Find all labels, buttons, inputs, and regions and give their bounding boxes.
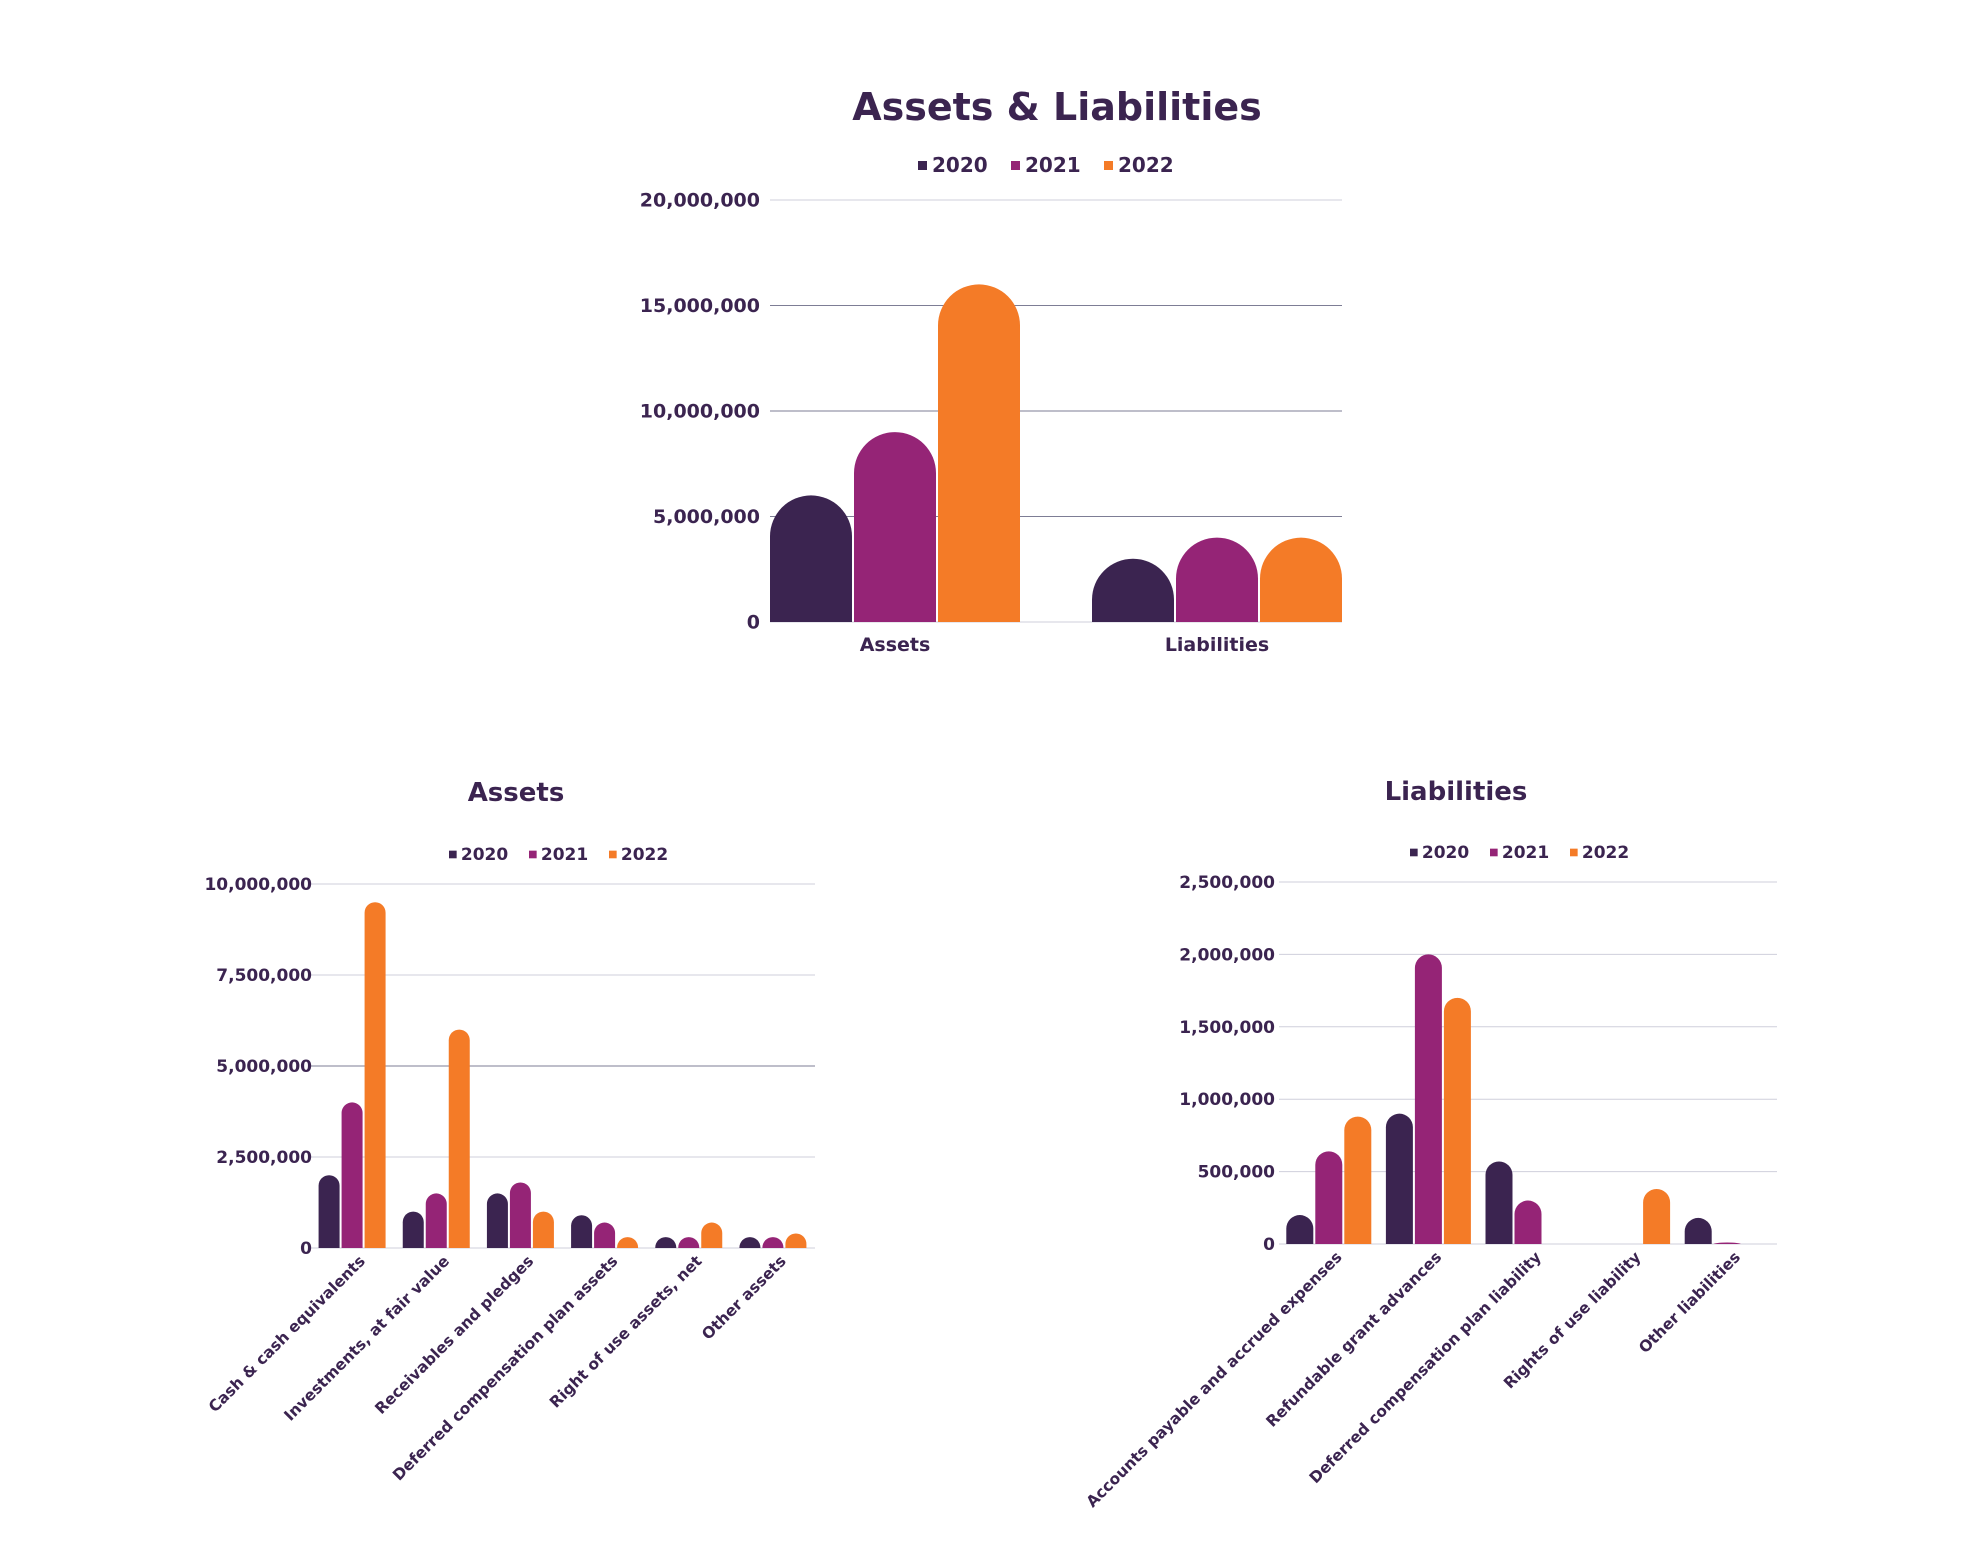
y-tick-label: 10,000,000 [204, 875, 312, 895]
category-label: Receivables and pledges [371, 1252, 537, 1418]
bar-2022-2 [532, 1211, 554, 1248]
y-tick-label: 20,000,000 [640, 190, 760, 212]
bar-2020-1 [1385, 1113, 1413, 1244]
legend-label: 2020 [932, 153, 988, 177]
y-tick-label: 1,000,000 [1179, 1090, 1275, 1110]
y-tick-label: 2,000,000 [1179, 945, 1275, 965]
bar-2022-1 [1260, 537, 1342, 622]
category-label: Liabilities [1165, 634, 1269, 656]
bar-2021-4 [678, 1237, 700, 1248]
legend-label: 2021 [1502, 843, 1549, 863]
category-label: Other liabilities [1635, 1248, 1744, 1357]
legend-label: 2021 [1025, 153, 1081, 177]
bar-2021-0 [853, 432, 936, 622]
legend-swatch [529, 850, 537, 859]
bar-2022-1 [1443, 997, 1471, 1244]
bar-2020-0 [1286, 1215, 1314, 1244]
bar-2020-1 [1092, 558, 1174, 622]
bar-2020-2 [1485, 1161, 1513, 1244]
legend-label: 2022 [1118, 153, 1174, 177]
y-tick-label: 1,500,000 [1179, 1018, 1275, 1038]
bar-2020-5 [739, 1237, 761, 1248]
category-label: Assets [860, 634, 931, 656]
bar-2020-0 [770, 495, 852, 622]
y-tick-label: 10,000,000 [640, 401, 760, 423]
y-tick-label: 0 [1263, 1235, 1275, 1255]
category-label: Cash & cash equivalents [205, 1252, 369, 1416]
bar-2021-1 [1176, 537, 1258, 622]
legend-swatch [918, 161, 927, 170]
legend-swatch [1570, 848, 1578, 857]
legend-swatch [1410, 848, 1418, 857]
bar-2022-3 [1643, 1188, 1671, 1244]
category-label: Other assets [698, 1252, 789, 1343]
bar-2021-5 [762, 1237, 784, 1248]
bar-2020-4 [655, 1237, 677, 1248]
bar-2020-2 [486, 1193, 508, 1248]
category-label: Right of use assets, net [546, 1252, 706, 1412]
bar-2021-1 [425, 1193, 447, 1248]
y-tick-label: 500,000 [1198, 1163, 1276, 1183]
legend-swatch [1104, 161, 1113, 170]
chart-1: Assets 2020 2021 2022 0 2,500,000 5,000,000 7,5… [204, 778, 815, 1484]
bar-2020-0 [318, 1175, 340, 1248]
bar-2022-1 [448, 1029, 470, 1248]
bar-2022-5 [785, 1233, 807, 1248]
y-tick-label: 2,500,000 [216, 1148, 312, 1168]
chart-title: Assets & Liabilities [852, 85, 1262, 129]
category-label: Investments, at fair value [281, 1252, 453, 1424]
legend-swatch [1011, 161, 1020, 170]
chart-title: Liabilities [1385, 777, 1528, 807]
legend-swatch [449, 850, 457, 859]
bar-2021-2 [509, 1182, 531, 1248]
y-tick-label: 5,000,000 [216, 1057, 312, 1077]
bar-2021-0 [341, 1102, 363, 1248]
legend-label: 2020 [1422, 843, 1469, 863]
chart-title: Assets [468, 778, 565, 808]
bar-2021-3 [594, 1222, 616, 1248]
bar-2020-3 [571, 1215, 593, 1248]
y-tick-label: 0 [300, 1239, 312, 1259]
bar-2021-1 [1414, 954, 1442, 1244]
y-tick-label: 7,500,000 [216, 966, 312, 986]
legend-label: 2020 [461, 845, 508, 865]
legend-swatch [609, 850, 617, 859]
legend-label: 2022 [621, 845, 668, 865]
category-label: Refundable grant advances [1263, 1248, 1446, 1431]
legend-label: 2021 [541, 845, 588, 865]
bar-2021-4 [1713, 1242, 1741, 1244]
bar-2022-0 [938, 284, 1020, 622]
bar-2022-0 [364, 902, 386, 1248]
bar-2020-1 [402, 1211, 424, 1248]
y-tick-label: 5,000,000 [653, 506, 760, 528]
bar-2022-0 [1344, 1116, 1372, 1244]
chart-0: Assets & Liabilities 2020 2021 2022 0 5,000,0… [640, 85, 1342, 656]
y-tick-label: 15,000,000 [640, 295, 760, 317]
bar-2022-3 [617, 1237, 639, 1248]
chart-2: Liabilities 2020 2021 2022 0 500,000 1,000,000… [1083, 777, 1777, 1511]
bar-2020-4 [1684, 1217, 1712, 1244]
bar-2021-0 [1315, 1151, 1343, 1244]
legend-label: 2022 [1582, 843, 1629, 863]
y-tick-label: 0 [747, 612, 760, 634]
category-label: Deferred compensation plan liability [1306, 1248, 1545, 1487]
bar-2022-4 [701, 1222, 723, 1248]
legend-swatch [1490, 848, 1498, 857]
y-tick-label: 2,500,000 [1179, 873, 1275, 893]
bar-2021-2 [1514, 1200, 1542, 1244]
